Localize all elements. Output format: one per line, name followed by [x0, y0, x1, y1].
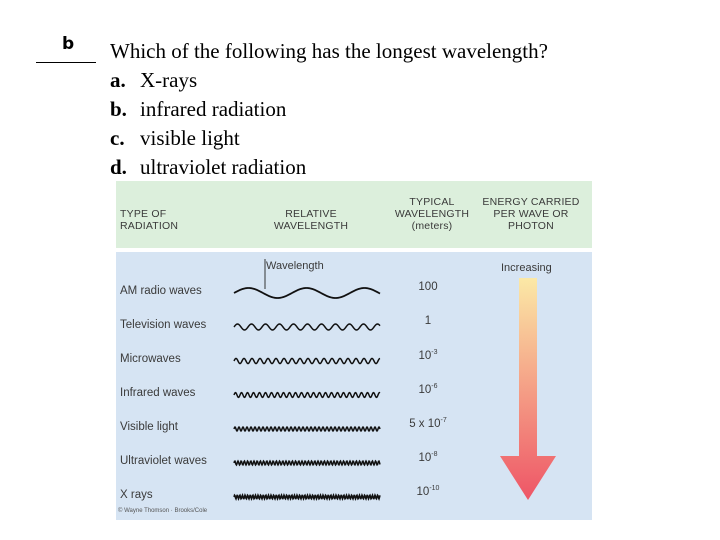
wavelength-label: Wavelength: [266, 260, 324, 272]
radiation-type-label: Ultraviolet waves: [120, 455, 207, 467]
radiation-type-label: Visible light: [120, 421, 178, 433]
typical-wavelength-value: 1: [424, 315, 432, 327]
waves-drawing: [233, 259, 556, 502]
radiation-type-label: X rays: [120, 489, 153, 501]
radiation-type-label: Infrared waves: [120, 387, 196, 399]
option-text: ultraviolet radiation: [140, 155, 307, 179]
question-stem: Which of the following has the longest w…: [110, 39, 548, 63]
option-text: X-rays: [140, 68, 198, 92]
answer-letter: b: [62, 34, 75, 54]
wave-line: [233, 287, 381, 299]
option-label: b.: [110, 97, 127, 121]
header-energy: ENERGY CARRIED PER WAVE OR PHOTON: [482, 196, 580, 232]
wave-line: [233, 492, 381, 502]
figure-credit: © Wayne Thomson · Brooks/Cole: [118, 508, 208, 514]
wave-line: [233, 357, 381, 365]
option-text: visible light: [140, 126, 240, 150]
increasing-label: Increasing: [501, 262, 552, 274]
option-label: c.: [110, 126, 125, 150]
answer-blank-line: [36, 62, 96, 63]
radiation-type-label: Television waves: [120, 319, 207, 331]
option-label: d.: [110, 155, 127, 179]
wave-line: [233, 425, 381, 433]
wave-line: [233, 391, 381, 399]
option-label: a.: [110, 68, 126, 92]
option-a: a. X-rays: [110, 66, 548, 95]
typical-wavelength-value: 100: [418, 281, 438, 293]
spectrum-figure: TYPE OF RADIATION RELATIVE WAVELENGTH TYPI…: [116, 181, 592, 520]
header-typical-wavelength: TYPICAL WAVELENGTH (meters): [394, 196, 470, 232]
header-relative-wavelength: RELATIVE WAVELENGTH: [273, 208, 349, 232]
wave-line: [233, 323, 381, 331]
option-text: infrared radiation: [140, 97, 287, 121]
figure-header: TYPE OF RADIATION RELATIVE WAVELENGTH TYPI…: [116, 181, 592, 248]
header-type: TYPE OF RADIATION: [120, 208, 179, 232]
radiation-type-label: Microwaves: [120, 353, 181, 365]
typical-wavelength-value: 10-3: [418, 349, 438, 362]
typical-wavelength-value: 5 x 10-7: [409, 417, 447, 430]
radiation-type-label: AM radio waves: [120, 285, 202, 297]
typical-wavelength-value: 10-8: [418, 451, 438, 464]
typical-wavelength-value: 10-6: [418, 383, 438, 396]
option-d: d. ultraviolet radiation: [110, 153, 548, 182]
typical-wavelength-value: 10-10: [416, 485, 440, 498]
wave-line: [233, 459, 381, 467]
energy-arrow: [500, 278, 556, 500]
question-block: Which of the following has the longest w…: [110, 37, 548, 182]
option-b: b. infrared radiation: [110, 95, 548, 124]
option-c: c. visible light: [110, 124, 548, 153]
